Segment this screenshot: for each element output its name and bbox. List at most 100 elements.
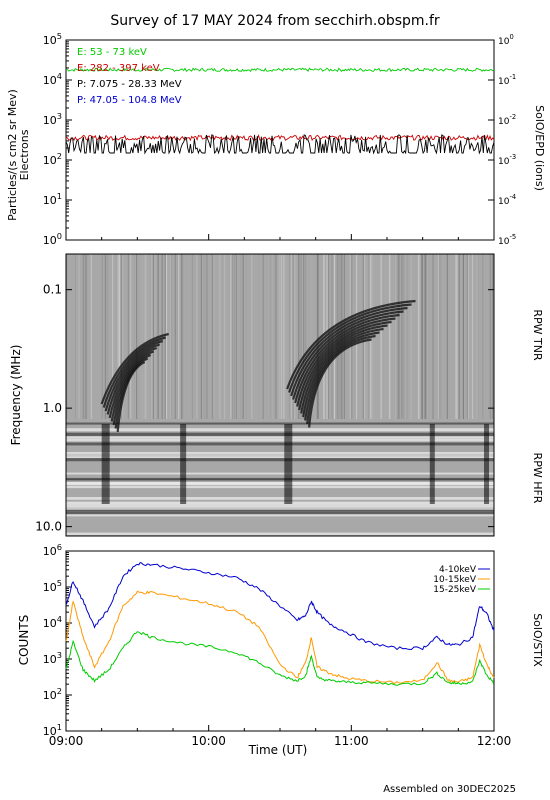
heatmap-column bbox=[231, 254, 233, 419]
heatmap-column bbox=[305, 254, 307, 419]
heatmap-band bbox=[66, 501, 494, 504]
heatmap-column bbox=[115, 254, 117, 419]
radio-y-label: Frequency (MHz) bbox=[9, 345, 23, 446]
figure-title: Survey of 17 MAY 2024 from secchirh.obsp… bbox=[110, 13, 440, 29]
heatmap-column bbox=[206, 254, 208, 419]
heatmap-column bbox=[471, 254, 474, 419]
heatmap-column bbox=[317, 254, 319, 419]
heatmap-column bbox=[144, 254, 146, 419]
heatmap-column bbox=[274, 254, 276, 419]
heatmap-column bbox=[288, 254, 290, 419]
radio-burst-tnr bbox=[292, 310, 404, 400]
heatmap-column bbox=[426, 254, 428, 419]
radio-burst-hfr bbox=[180, 424, 187, 504]
radio-burst-tnr bbox=[286, 299, 416, 390]
heatmap-band bbox=[66, 511, 494, 515]
heatmap-band bbox=[66, 422, 494, 425]
time-tick-label: 09:00 bbox=[49, 734, 84, 748]
heatmap-column bbox=[122, 254, 124, 419]
heatmap-column bbox=[316, 254, 318, 419]
y-tick-label: 100 bbox=[43, 231, 62, 247]
heatmap-band bbox=[66, 482, 494, 486]
heatmap-band bbox=[66, 504, 494, 508]
y2-tick-label: 10-1 bbox=[498, 73, 516, 87]
radio-burst-tnr bbox=[102, 336, 166, 408]
y2-tick-label: 10-3 bbox=[498, 153, 516, 167]
heatmap-column bbox=[118, 254, 120, 419]
heatmap-column bbox=[326, 254, 328, 419]
freq-tick-label: 10.0 bbox=[35, 520, 62, 534]
time-tick-label: 12:00 bbox=[477, 734, 512, 748]
heatmap-column bbox=[482, 254, 484, 419]
radio-burst-tnr bbox=[290, 306, 408, 397]
legend-10-15kev: 10-15keV bbox=[433, 575, 477, 585]
heatmap-column bbox=[150, 254, 152, 419]
heatmap-column bbox=[258, 254, 260, 419]
heatmap-column bbox=[198, 254, 200, 419]
xray-series-line bbox=[65, 590, 495, 685]
heatmap-band bbox=[66, 439, 494, 442]
y2-tick-label: 10-5 bbox=[498, 233, 516, 247]
heatmap-column bbox=[178, 254, 180, 419]
heatmap-column bbox=[396, 254, 398, 419]
heatmap-column bbox=[110, 254, 112, 419]
particles-plot-frame bbox=[65, 39, 495, 241]
heatmap-column bbox=[432, 254, 434, 419]
heatmap-column bbox=[240, 254, 242, 419]
y-tick-label: 102 bbox=[43, 151, 62, 167]
heatmap-column bbox=[292, 254, 294, 419]
heatmap-column bbox=[104, 254, 106, 419]
heatmap-column bbox=[137, 254, 139, 419]
heatmap-column bbox=[262, 254, 264, 419]
heatmap-column bbox=[466, 254, 468, 419]
heatmap-column bbox=[282, 254, 284, 419]
legend-e53: E: 53 - 73 keV bbox=[77, 47, 147, 58]
heatmap-column bbox=[153, 254, 155, 419]
heatmap-column bbox=[446, 254, 448, 419]
count-tick-label: 106 bbox=[43, 542, 62, 558]
heatmap-column bbox=[285, 254, 287, 419]
heatmap-column bbox=[458, 254, 460, 419]
heatmap-column bbox=[141, 254, 143, 419]
heatmap-column bbox=[120, 254, 122, 419]
heatmap-column bbox=[134, 254, 136, 419]
heatmap-column bbox=[169, 254, 171, 419]
heatmap-column bbox=[398, 254, 400, 419]
heatmap-column bbox=[424, 254, 426, 419]
heatmap-column bbox=[130, 254, 132, 419]
heatmap-column bbox=[90, 254, 93, 419]
heatmap-column bbox=[205, 254, 207, 419]
heatmap-column bbox=[403, 254, 406, 419]
radio-burst-tnr bbox=[308, 338, 372, 428]
radio-right-label-tnr: RPW TNR bbox=[531, 309, 544, 361]
count-tick-label: 101 bbox=[43, 722, 62, 738]
count-tick-label: 104 bbox=[43, 614, 62, 630]
time-tick-label: 10:00 bbox=[191, 734, 226, 748]
particles-right-label: SolO/EPD (ions) bbox=[533, 105, 546, 191]
radio-burst-tnr bbox=[114, 357, 149, 429]
heatmap-column bbox=[277, 254, 280, 419]
particles-y-ticks: 100 101 102 103 104 105 10-5 10-4 10-3 10-2 10-1 10… bbox=[43, 31, 516, 247]
heatmap-column bbox=[145, 254, 148, 419]
count-tick-label: 105 bbox=[43, 578, 62, 594]
y-tick-label: 103 bbox=[43, 111, 62, 127]
heatmap-column bbox=[78, 254, 80, 419]
heatmap-column bbox=[112, 254, 114, 419]
radio-burst-hfr bbox=[429, 424, 435, 504]
heatmap-column bbox=[119, 254, 121, 419]
heatmap-column bbox=[176, 254, 178, 419]
heatmap-column bbox=[128, 254, 130, 419]
heatmap-column bbox=[298, 254, 300, 419]
heatmap-band bbox=[66, 513, 494, 517]
radio-burst-tnr bbox=[294, 313, 400, 404]
heatmap-column bbox=[395, 254, 397, 419]
heatmap-column bbox=[191, 254, 193, 419]
heatmap-column bbox=[129, 254, 131, 419]
heatmap-band bbox=[66, 507, 494, 510]
assembled-footer: Assembled on 30DEC2025 bbox=[383, 784, 516, 795]
heatmap-column bbox=[233, 254, 235, 419]
heatmap-band bbox=[66, 486, 494, 489]
heatmap-band bbox=[66, 497, 494, 500]
particles-y-label: Particles/(s cm2 sr Mev) bbox=[6, 89, 19, 221]
